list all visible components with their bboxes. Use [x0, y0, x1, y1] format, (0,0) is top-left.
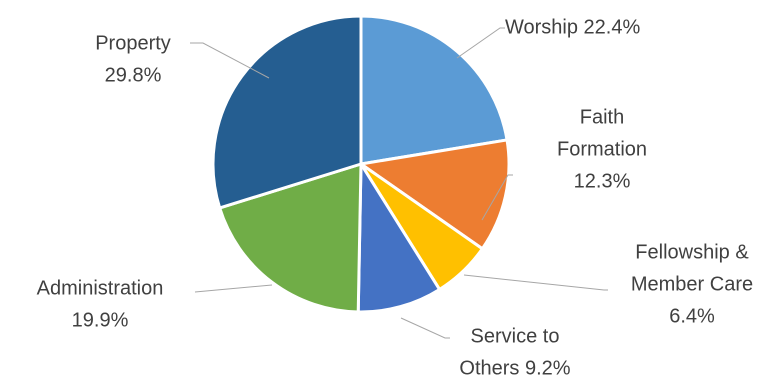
pie-slice-administration: [218, 162, 363, 314]
pie-slice-faith-formation: [359, 138, 511, 251]
leader-line-service-to-others: [400, 317, 450, 339]
leader-line-administration: [194, 284, 273, 293]
data-label-line: Administration: [37, 277, 164, 299]
data-label-line: Fellowship &: [635, 241, 749, 263]
data-label-line: Member Care: [631, 273, 753, 295]
data-label-line: 29.8%: [105, 64, 162, 86]
data-label-line: Property: [95, 32, 171, 54]
data-label-administration: Administration 19.9%: [37, 277, 164, 331]
leader-line-property: [190, 42, 270, 79]
pie-slice-worship: [359, 14, 509, 166]
data-label-property: Property 29.8%: [95, 32, 171, 86]
data-label-line: Service to: [471, 325, 560, 347]
data-label-worship: Worship 22.4%: [505, 16, 640, 38]
data-label-line: Others 9.2%: [459, 357, 570, 379]
data-label-line: Formation: [557, 138, 647, 160]
data-label-line: 12.3%: [574, 170, 631, 192]
data-label-faith-formation: Faith Formation 12.3%: [557, 106, 647, 192]
data-label-line: 6.4%: [669, 305, 715, 327]
leader-line-faith-formation: [481, 174, 513, 221]
pie-slice-service-to-others: [356, 162, 442, 314]
data-label-line: Faith: [580, 106, 624, 128]
data-label-fellowship-and-member-care: Fellowship & Member Care 6.4%: [631, 241, 753, 327]
leader-line-worship: [456, 27, 505, 59]
pie-slice-property: [211, 14, 363, 210]
data-label-line: Worship 22.4%: [505, 16, 640, 38]
data-label-line: 19.9%: [72, 309, 129, 331]
data-label-service-to-others: Service to Others 9.2%: [459, 325, 570, 379]
leader-line-fellowship-and-member-care: [463, 274, 608, 291]
